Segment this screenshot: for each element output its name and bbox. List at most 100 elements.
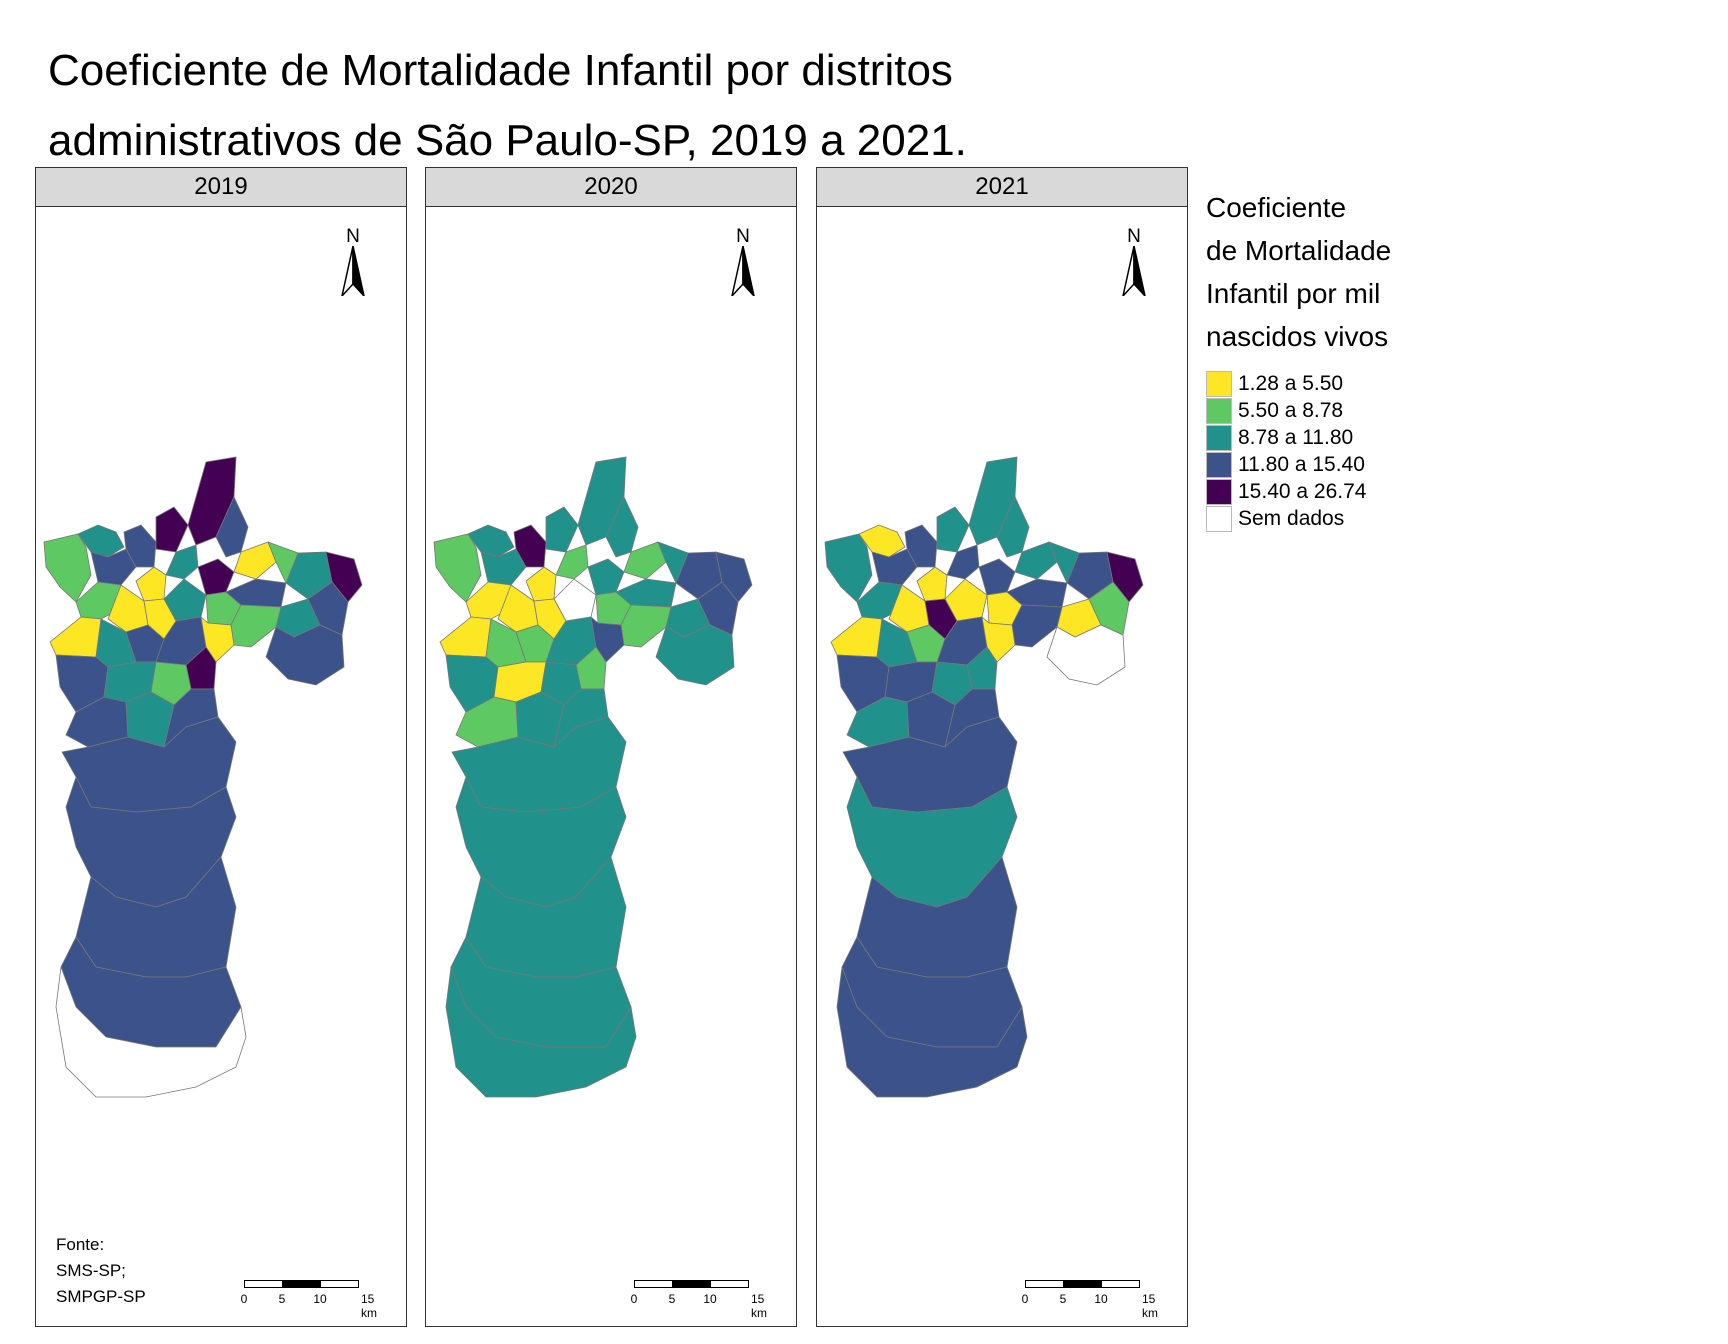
district-polygon [655, 624, 735, 686]
legend-label: 8.78 a 11.80 [1238, 425, 1354, 449]
legend-items: 1.28 a 5.50 5.50 a 8.78 8.78 a 11.80 11.80 … [1206, 370, 1446, 532]
scale-tick: 15 km [361, 1292, 377, 1320]
scale-tick: 0 [1021, 1292, 1029, 1306]
scale-tick: 10 [703, 1292, 717, 1306]
scale-bar: 0 5 10 15 km [630, 1280, 784, 1320]
scale-bar: 0 5 10 15 km [1021, 1280, 1175, 1320]
district-polygon [165, 544, 199, 580]
district-polygon [325, 551, 363, 603]
district-polygon [836, 966, 1028, 1098]
map-panel-2020: 2020 N 0 5 10 15 km [425, 167, 797, 1327]
legend-swatch [1206, 478, 1232, 505]
district-map [43, 456, 363, 1098]
source-line: SMS-SP; [56, 1261, 126, 1280]
district-polygon [996, 496, 1030, 558]
legend-item: 5.50 a 8.78 [1206, 397, 1446, 424]
north-arrow-icon [1122, 246, 1146, 296]
district-polygon [215, 496, 249, 558]
panel-header: 2019 [36, 168, 406, 207]
district-polygon [445, 966, 637, 1098]
district-polygon [1046, 624, 1126, 686]
source-line: Fonte: [56, 1235, 105, 1254]
legend-title-line: nascidos vivos [1206, 321, 1389, 352]
district-polygon [946, 544, 980, 580]
scale-segment [1101, 1280, 1140, 1288]
scale-segment [244, 1280, 283, 1288]
legend-label: Sem dados [1238, 506, 1345, 530]
scale-segment [320, 1280, 359, 1288]
legend-label: 5.50 a 8.78 [1238, 398, 1344, 422]
district-polygon [55, 966, 247, 1098]
scale-tick: 5 [668, 1292, 676, 1306]
scale-tick: 0 [240, 1292, 248, 1306]
district-polygon [623, 541, 667, 580]
scale-tick: 10 [1094, 1292, 1108, 1306]
scale-bar: 0 5 10 15 km [240, 1280, 394, 1320]
district-map [433, 456, 753, 1098]
legend-swatch [1206, 370, 1232, 397]
source-note: Fonte: SMS-SP; SMPGP-SP [56, 1232, 146, 1310]
district-polygon [1006, 578, 1068, 608]
north-arrow-icon [341, 246, 365, 296]
legend-label: 1.28 a 5.50 [1238, 371, 1344, 395]
legend-item: 1.28 a 5.50 [1206, 370, 1446, 397]
legend-title-line: Coeficiente [1206, 192, 1347, 223]
scale-segment [1063, 1280, 1102, 1288]
north-arrow: N [1117, 226, 1151, 296]
scale-segment [710, 1280, 749, 1288]
district-polygon [916, 566, 948, 602]
district-polygon [605, 496, 639, 558]
legend-item: 8.78 a 11.80 [1206, 424, 1446, 451]
scale-segment [1025, 1280, 1064, 1288]
district-polygon [657, 541, 689, 584]
title-line-1: Coeficiente de Mortalidade Infantil por … [48, 46, 953, 95]
district-polygon [555, 544, 589, 580]
title-line-2: administrativos de São Paulo-SP, 2019 a … [48, 116, 967, 165]
legend-swatch [1206, 424, 1232, 451]
north-label: N [736, 226, 750, 247]
legend-swatch [1206, 505, 1232, 532]
district-polygon [135, 566, 167, 602]
district-polygon [525, 566, 557, 602]
north-arrow: N [336, 226, 370, 296]
district-polygon [1014, 541, 1058, 580]
district-polygon [978, 558, 1016, 596]
scale-segment [634, 1280, 673, 1288]
district-polygon [936, 506, 970, 553]
panel-header: 2021 [817, 168, 1187, 207]
district-polygon [439, 616, 492, 658]
district-polygon [830, 616, 883, 658]
legend-swatch [1206, 397, 1232, 424]
scale-segment [672, 1280, 711, 1288]
district-polygon [715, 551, 753, 603]
north-label: N [1127, 226, 1141, 247]
scale-tick: 15 km [751, 1292, 767, 1320]
legend: Coeficiente de Mortalidade Infantil por … [1206, 186, 1446, 532]
district-polygon [197, 558, 235, 596]
district-polygon [433, 533, 482, 603]
north-arrow: N [726, 226, 760, 296]
district-polygon [1048, 541, 1080, 584]
district-polygon [1088, 581, 1130, 636]
map-panel-2019: 2019 N 0 5 10 15 km Fonte: SMS-SP; SMPGP… [35, 167, 407, 1327]
district-polygon [49, 616, 102, 658]
scale-tick: 10 [313, 1292, 327, 1306]
district-polygon [697, 581, 739, 636]
district-polygon [1106, 551, 1144, 603]
north-label: N [346, 226, 360, 247]
panel-header: 2020 [426, 168, 796, 207]
district-polygon [225, 578, 287, 608]
legend-item: Sem dados [1206, 505, 1446, 532]
map-panel-2021: 2021 N 0 5 10 15 km [816, 167, 1188, 1327]
district-map [824, 456, 1144, 1098]
legend-title-line: Infantil por mil [1206, 278, 1381, 309]
district-polygon [587, 558, 625, 596]
legend-label: 15.40 a 26.74 [1238, 479, 1367, 503]
district-polygon [545, 506, 579, 553]
legend-title: Coeficiente de Mortalidade Infantil por … [1206, 186, 1446, 358]
legend-item: 11.80 a 15.40 [1206, 451, 1446, 478]
district-polygon [233, 541, 277, 580]
scale-tick: 5 [278, 1292, 286, 1306]
scale-tick: 0 [630, 1292, 638, 1306]
scale-tick: 15 km [1142, 1292, 1158, 1320]
